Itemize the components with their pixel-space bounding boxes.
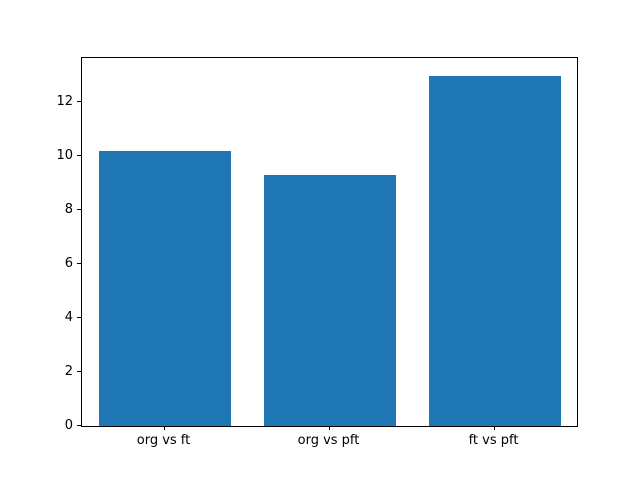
y-tick-mark <box>77 317 81 319</box>
x-tick-mark <box>163 426 165 430</box>
x-tick-label: ft vs pft <box>468 433 519 448</box>
x-tick-label: org vs ft <box>136 433 191 448</box>
y-tick-mark <box>77 371 81 373</box>
x-tick-label: org vs pft <box>297 433 360 448</box>
y-tick-mark <box>77 101 81 103</box>
bar-org-vs-pft <box>263 175 396 426</box>
y-tick-mark <box>77 155 81 157</box>
y-tick-mark <box>77 209 81 211</box>
y-tick-label: 12 <box>56 94 73 110</box>
x-tick-mark <box>493 426 495 430</box>
y-tick-label: 10 <box>56 148 73 164</box>
bar-org-vs-ft <box>98 151 231 426</box>
y-tick-label: 4 <box>64 310 73 326</box>
y-tick-label: 2 <box>64 364 73 380</box>
plot-area <box>81 57 578 427</box>
y-tick-label: 6 <box>64 256 73 272</box>
bar-ft-vs-pft <box>428 75 561 426</box>
y-tick-label: 0 <box>64 418 73 433</box>
x-tick-mark <box>328 426 330 430</box>
y-tick-mark <box>77 263 81 265</box>
y-tick-label: 8 <box>64 202 73 218</box>
y-tick-mark <box>77 425 81 426</box>
